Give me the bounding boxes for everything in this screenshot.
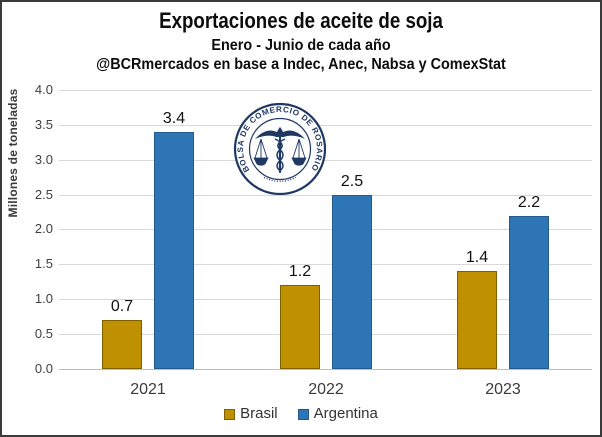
y-tick-label: 2.0 (34, 221, 53, 236)
legend-label-brasil: Brasil (240, 405, 278, 422)
chart-title: Exportaciones de aceite de soja (159, 8, 443, 33)
gridline (59, 229, 592, 230)
value-label-argentina-2022: 2.5 (340, 173, 364, 190)
gridline (59, 369, 592, 370)
y-tick-label: 0.0 (34, 361, 53, 376)
legend-item-brasil: Brasil (224, 405, 278, 423)
gridline (59, 299, 592, 300)
legend: Brasil Argentina (2, 404, 600, 424)
value-label-brasil-2022: 1.2 (288, 263, 312, 280)
gridline (59, 264, 592, 265)
legend-label-argentina: Argentina (313, 405, 378, 422)
x-tick-label-2023: 2023 (485, 381, 521, 398)
y-axis-title: Millones de toneladas (6, 88, 20, 218)
plot-area (59, 90, 592, 370)
legend-swatch-brasil (224, 408, 236, 420)
value-label-brasil-2021: 0.7 (110, 298, 134, 315)
x-tick-label-2022: 2022 (308, 381, 344, 398)
y-tick-label: 1.5 (34, 256, 53, 271)
y-tick-label: 3.0 (34, 152, 53, 167)
y-tick-label: 2.5 (34, 187, 53, 202)
bar-brasil-2023 (457, 271, 497, 369)
bcr-seal-logo: BOLSA DE COMERCIO DE ROSARIO (233, 102, 327, 196)
value-label-argentina-2021: 3.4 (162, 110, 186, 127)
x-tick-label-2021: 2021 (130, 381, 166, 398)
chart-source-credit: @BCRmercados en base a Indec, Anec, Nabs… (96, 56, 506, 73)
gridline (59, 195, 592, 196)
value-label-brasil-2023: 1.4 (465, 249, 489, 266)
bar-brasil-2021 (102, 320, 142, 369)
gridline (59, 334, 592, 335)
bar-argentina-2023 (509, 216, 549, 369)
gridline (59, 90, 592, 91)
legend-swatch-argentina (297, 408, 309, 420)
legend-item-argentina: Argentina (297, 405, 378, 423)
bar-brasil-2022 (280, 285, 320, 369)
y-tick-label: 0.5 (34, 326, 53, 341)
seal-inner-ring (248, 117, 312, 181)
scales-icon (253, 138, 307, 166)
value-label-argentina-2023: 2.2 (517, 194, 541, 211)
caduceus-icon (274, 129, 286, 173)
chart-subtitle: Enero - Junio de cada año (211, 37, 391, 54)
gridline (59, 160, 592, 161)
seal-bottom-motto (263, 176, 297, 182)
y-tick-label: 4.0 (34, 82, 53, 97)
gridline (59, 125, 592, 126)
bar-argentina-2022 (332, 195, 372, 369)
y-tick-label: 1.0 (34, 291, 53, 306)
y-tick-label: 3.5 (34, 117, 53, 132)
bar-argentina-2021 (154, 132, 194, 369)
